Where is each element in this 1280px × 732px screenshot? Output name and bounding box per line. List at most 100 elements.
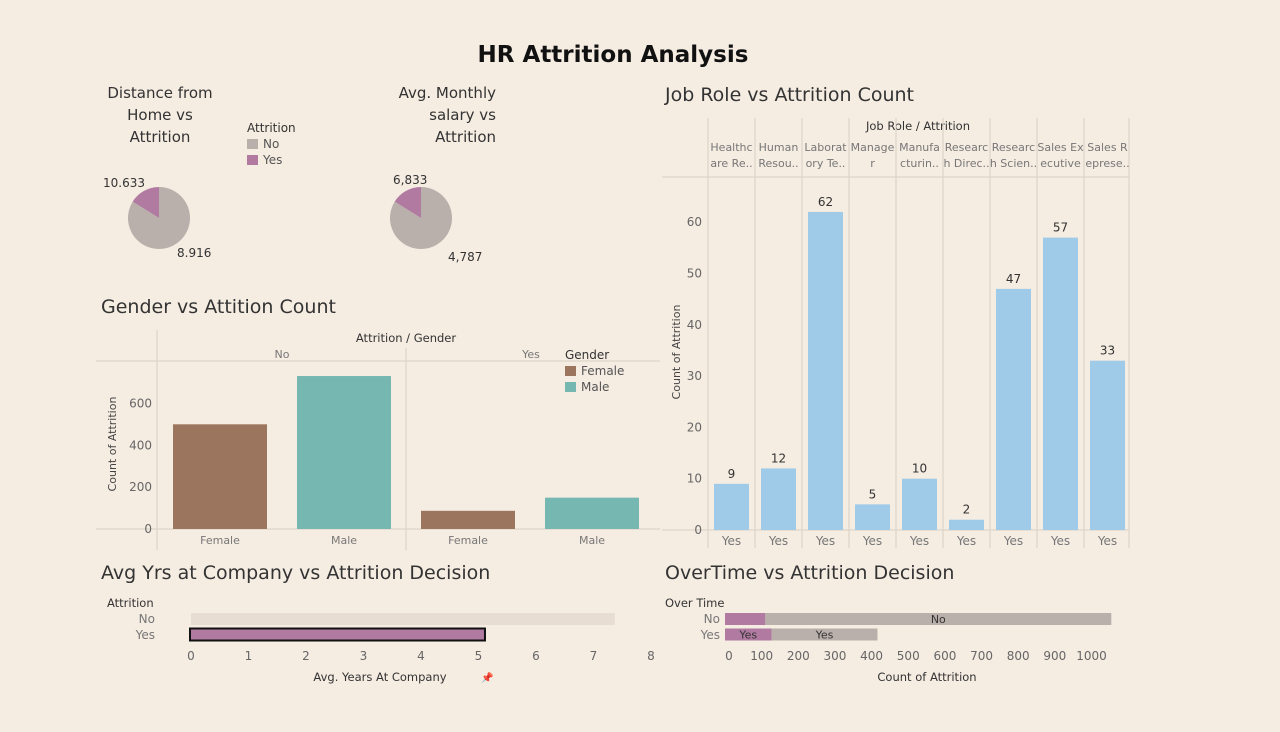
yrs-x-tick: 8 — [647, 649, 655, 663]
gender-x-label-male: Male — [331, 534, 357, 547]
yrs-x-tick: 0 — [187, 649, 195, 663]
jobrole-category-label: Healthc — [710, 141, 752, 154]
gender-bar-chart: Attrition / Gender No Yes Count of Attri… — [96, 330, 660, 550]
legend-item-yes[interactable]: Yes — [247, 152, 296, 168]
gender-bar-yes-male[interactable] — [545, 497, 639, 529]
jobrole-bar[interactable] — [855, 504, 890, 530]
yrs-x-tick: 7 — [590, 649, 598, 663]
jobrole-bar[interactable] — [761, 468, 796, 530]
jobrole-x-label: Yes — [768, 534, 788, 548]
overtime-bar-no-no[interactable] — [765, 613, 1112, 625]
jobrole-value-label: 12 — [771, 451, 786, 465]
overtime-x-tick: 400 — [860, 649, 883, 663]
overtime-bar-no-yes[interactable] — [725, 613, 766, 625]
distance-pie-label-yes: 10.633 — [103, 176, 145, 190]
overtime-bar-label: Yes — [815, 629, 834, 642]
gender-bar-yes-female[interactable] — [421, 510, 515, 529]
overtime-bar-yes-yes[interactable] — [725, 628, 772, 641]
overtime-x-tick: 0 — [725, 649, 733, 663]
pin-icon[interactable]: 📌 — [481, 671, 494, 684]
jobrole-y-tick: 20 — [687, 420, 702, 434]
legend-label-yes: Yes — [263, 153, 283, 167]
distance-pie-slice-yes[interactable] — [132, 187, 159, 218]
overtime-x-tick: 100 — [750, 649, 773, 663]
jobrole-y-axis-label: Count of Attrition — [670, 305, 683, 400]
yrs-bar-yes[interactable] — [189, 627, 486, 642]
gender-bar-no-female[interactable] — [173, 424, 267, 529]
jobrole-bar-chart: Job Role / Attrition Count of Attrition … — [662, 118, 1130, 548]
jobrole-y-tick: 0 — [694, 523, 702, 537]
jobrole-bar[interactable] — [714, 483, 749, 530]
overtime-bar-label: Yes — [738, 629, 757, 642]
distance-pie-title-line: Distance from — [107, 84, 213, 102]
jobrole-category-label: Sales Ex — [1037, 141, 1084, 154]
overtime-x-tick: 800 — [1007, 649, 1030, 663]
overtime-x-tick: 700 — [970, 649, 993, 663]
gender-legend-title: Gender — [565, 348, 610, 362]
jobrole-x-label: Yes — [815, 534, 835, 548]
jobrole-value-label: 33 — [1100, 344, 1115, 358]
jobrole-category-label: h Scien.. — [990, 157, 1037, 170]
yrs-row-label-no: No — [139, 612, 155, 626]
overtime-x-tick: 200 — [787, 649, 810, 663]
yrs-row-header: Attrition — [107, 596, 154, 610]
jobrole-y-tick: 30 — [687, 369, 702, 383]
gender-bar-no-male[interactable] — [297, 376, 391, 529]
salary-pie-title-line: Attrition — [435, 128, 496, 146]
gender-panel-label-no: No — [275, 348, 290, 361]
salary-pie-slice-yes[interactable] — [394, 187, 421, 218]
salary-pie-chart: 6,833 4,787 — [390, 173, 482, 264]
yrs-x-tick: 3 — [360, 649, 368, 663]
distance-pie-title: Distance from Home vs Attrition — [98, 82, 222, 148]
jobrole-value-label: 57 — [1053, 221, 1068, 235]
salary-pie-label-no: 4,787 — [448, 250, 482, 264]
jobrole-category-label: Researc — [992, 141, 1035, 154]
jobrole-category-label: ecutive — [1040, 157, 1081, 170]
gender-y-tick: 600 — [129, 397, 152, 411]
gender-y-tick: 200 — [129, 480, 152, 494]
gender-y-axis-label: Count of Attrition — [106, 397, 119, 492]
jobrole-category-label: Resou.. — [758, 157, 798, 170]
salary-pie-label-yes: 6,833 — [393, 173, 427, 187]
yrs-x-tick: 2 — [302, 649, 310, 663]
overtime-row-header: Over Time — [665, 596, 724, 610]
distance-pie-title-line: Attrition — [129, 128, 191, 146]
jobrole-bar[interactable] — [1090, 360, 1125, 530]
jobrole-bar[interactable] — [902, 478, 937, 530]
overtime-row-label-yes: Yes — [700, 628, 720, 642]
yrs-chart-title: Avg Yrs at Company vs Attrition Decision — [101, 562, 491, 584]
jobrole-value-label: 47 — [1006, 272, 1021, 286]
jobrole-category-label: h Direc.. — [943, 157, 989, 170]
overtime-x-tick: 600 — [933, 649, 956, 663]
yrs-x-tick: 1 — [245, 649, 253, 663]
legend-item-male[interactable]: Male — [565, 379, 624, 395]
legend-item-no[interactable]: No — [247, 136, 296, 152]
jobrole-bar[interactable] — [808, 211, 843, 530]
jobrole-chart-header: Job Role / Attrition — [865, 119, 970, 133]
gender-x-label-male: Male — [579, 534, 605, 547]
jobrole-x-label: Yes — [862, 534, 882, 548]
overtime-chart-title: OverTime vs Attrition Decision — [665, 562, 955, 584]
jobrole-category-label: Sales R — [1087, 141, 1128, 154]
legend-item-female[interactable]: Female — [565, 363, 624, 379]
jobrole-bar[interactable] — [1043, 237, 1078, 530]
yrs-row-label-yes: Yes — [135, 628, 155, 642]
jobrole-x-label: Yes — [909, 534, 929, 548]
legend-swatch-no — [247, 139, 258, 149]
jobrole-category-label: Manage — [851, 141, 895, 154]
distance-pie-chart: 10.633 8.916 — [103, 176, 211, 260]
overtime-x-tick: 300 — [823, 649, 846, 663]
jobrole-value-label: 2 — [963, 503, 971, 517]
jobrole-bar[interactable] — [996, 288, 1031, 530]
jobrole-category-label: eprese.. — [1085, 157, 1129, 170]
salary-pie-title: Avg. Monthly salary vs Attrition — [380, 82, 496, 148]
overtime-bar-yes-no[interactable] — [771, 628, 878, 641]
yrs-bar-no[interactable] — [191, 613, 615, 625]
salary-pie-title-line: salary vs — [429, 106, 496, 124]
jobrole-value-label: 9 — [728, 467, 736, 481]
overtime-row-label-no: No — [704, 612, 720, 626]
overtime-bar-chart: Over Time No Yes No Yes Yes 0 100 200 300 400 5… — [665, 596, 1112, 684]
jobrole-value-label: 10 — [912, 462, 927, 476]
jobrole-bar[interactable] — [949, 519, 984, 530]
yrs-bar-chart: Attrition No Yes 0 1 2 3 4 5 6 7 8 Avg. Years At… — [107, 596, 655, 684]
